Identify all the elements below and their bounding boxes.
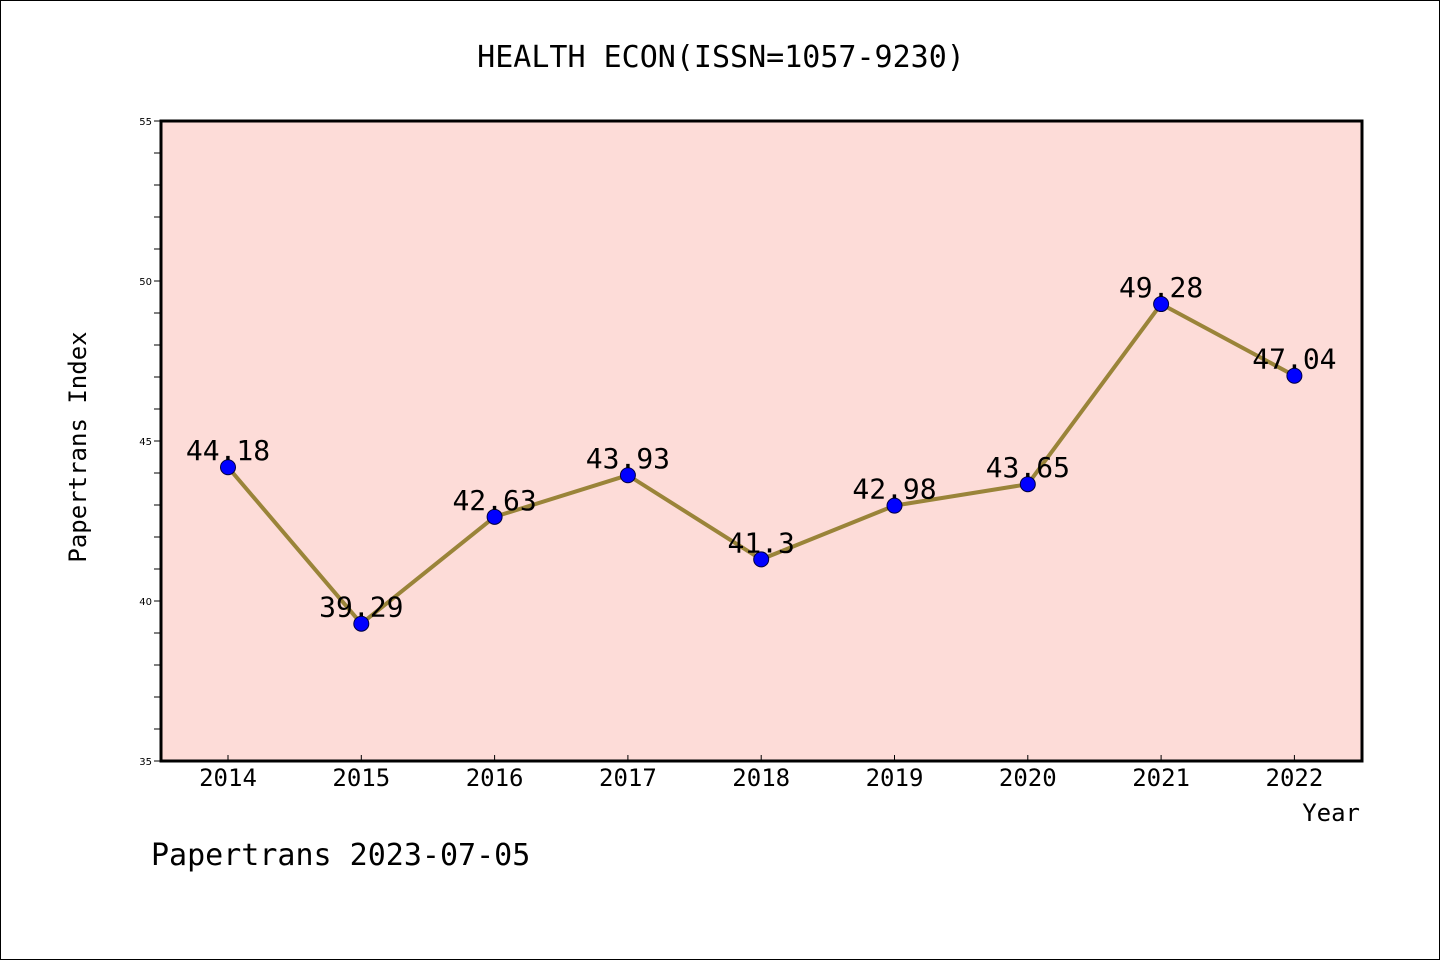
- x-tick-label: 2022: [1266, 764, 1324, 792]
- footer-text: Papertrans 2023-07-05: [151, 838, 530, 873]
- data-point: [486, 508, 503, 525]
- data-point: [353, 615, 370, 632]
- data-point: [1019, 476, 1036, 493]
- data-label: 43.65: [986, 451, 1070, 484]
- plot-area: [161, 121, 1362, 761]
- y-tick-label: 55: [139, 117, 152, 128]
- data-label: 42.63: [452, 484, 536, 517]
- y-tick-label: 50: [139, 277, 152, 288]
- x-tick-label: 2015: [332, 764, 390, 792]
- y-axis-label: Papertrans Index: [64, 331, 92, 562]
- plot-border: [159, 119, 1364, 763]
- x-tick-label: 2014: [199, 764, 257, 792]
- y-tick-label: 45: [139, 437, 152, 448]
- x-tick-label: 2018: [732, 764, 790, 792]
- data-point: [220, 459, 236, 476]
- chart-title: HEALTH ECON(ISSN=1057-9230): [477, 40, 965, 75]
- series-markers: [220, 296, 1303, 632]
- x-tick-label: 2019: [866, 764, 924, 792]
- data-label: 49.28: [1119, 271, 1203, 304]
- x-tick-label: 2016: [466, 764, 524, 792]
- data-label: 47.04: [1252, 343, 1336, 376]
- data-label: 39.29: [319, 591, 403, 624]
- x-tick-label: 2021: [1132, 764, 1190, 792]
- data-label: 41.3: [727, 526, 794, 559]
- x-axis-ticks: 2014 2015 2016 2017 2018 2019 2020 2021 2022: [199, 755, 1323, 792]
- y-tick-label: 35: [139, 757, 152, 768]
- x-axis-label: Year: [1302, 799, 1360, 827]
- y-axis-ticks: 35 40 45 50 55: [139, 117, 161, 768]
- data-label: 42.98: [852, 473, 936, 506]
- data-label: 43.93: [586, 442, 670, 475]
- data-point: [1153, 296, 1170, 313]
- x-tick-label: 2017: [599, 764, 657, 792]
- data-point: [753, 551, 770, 568]
- data-label: 44.18: [186, 434, 270, 467]
- data-point: [1286, 367, 1303, 384]
- data-labels: 44.18 39.29 42.63 43.93 41.3 42.98 43.65 49.28 4…: [186, 271, 1337, 624]
- x-tick-label: 2020: [999, 764, 1057, 792]
- y-tick-label: 40: [139, 597, 152, 608]
- data-point: [619, 467, 636, 484]
- data-point: [886, 497, 903, 514]
